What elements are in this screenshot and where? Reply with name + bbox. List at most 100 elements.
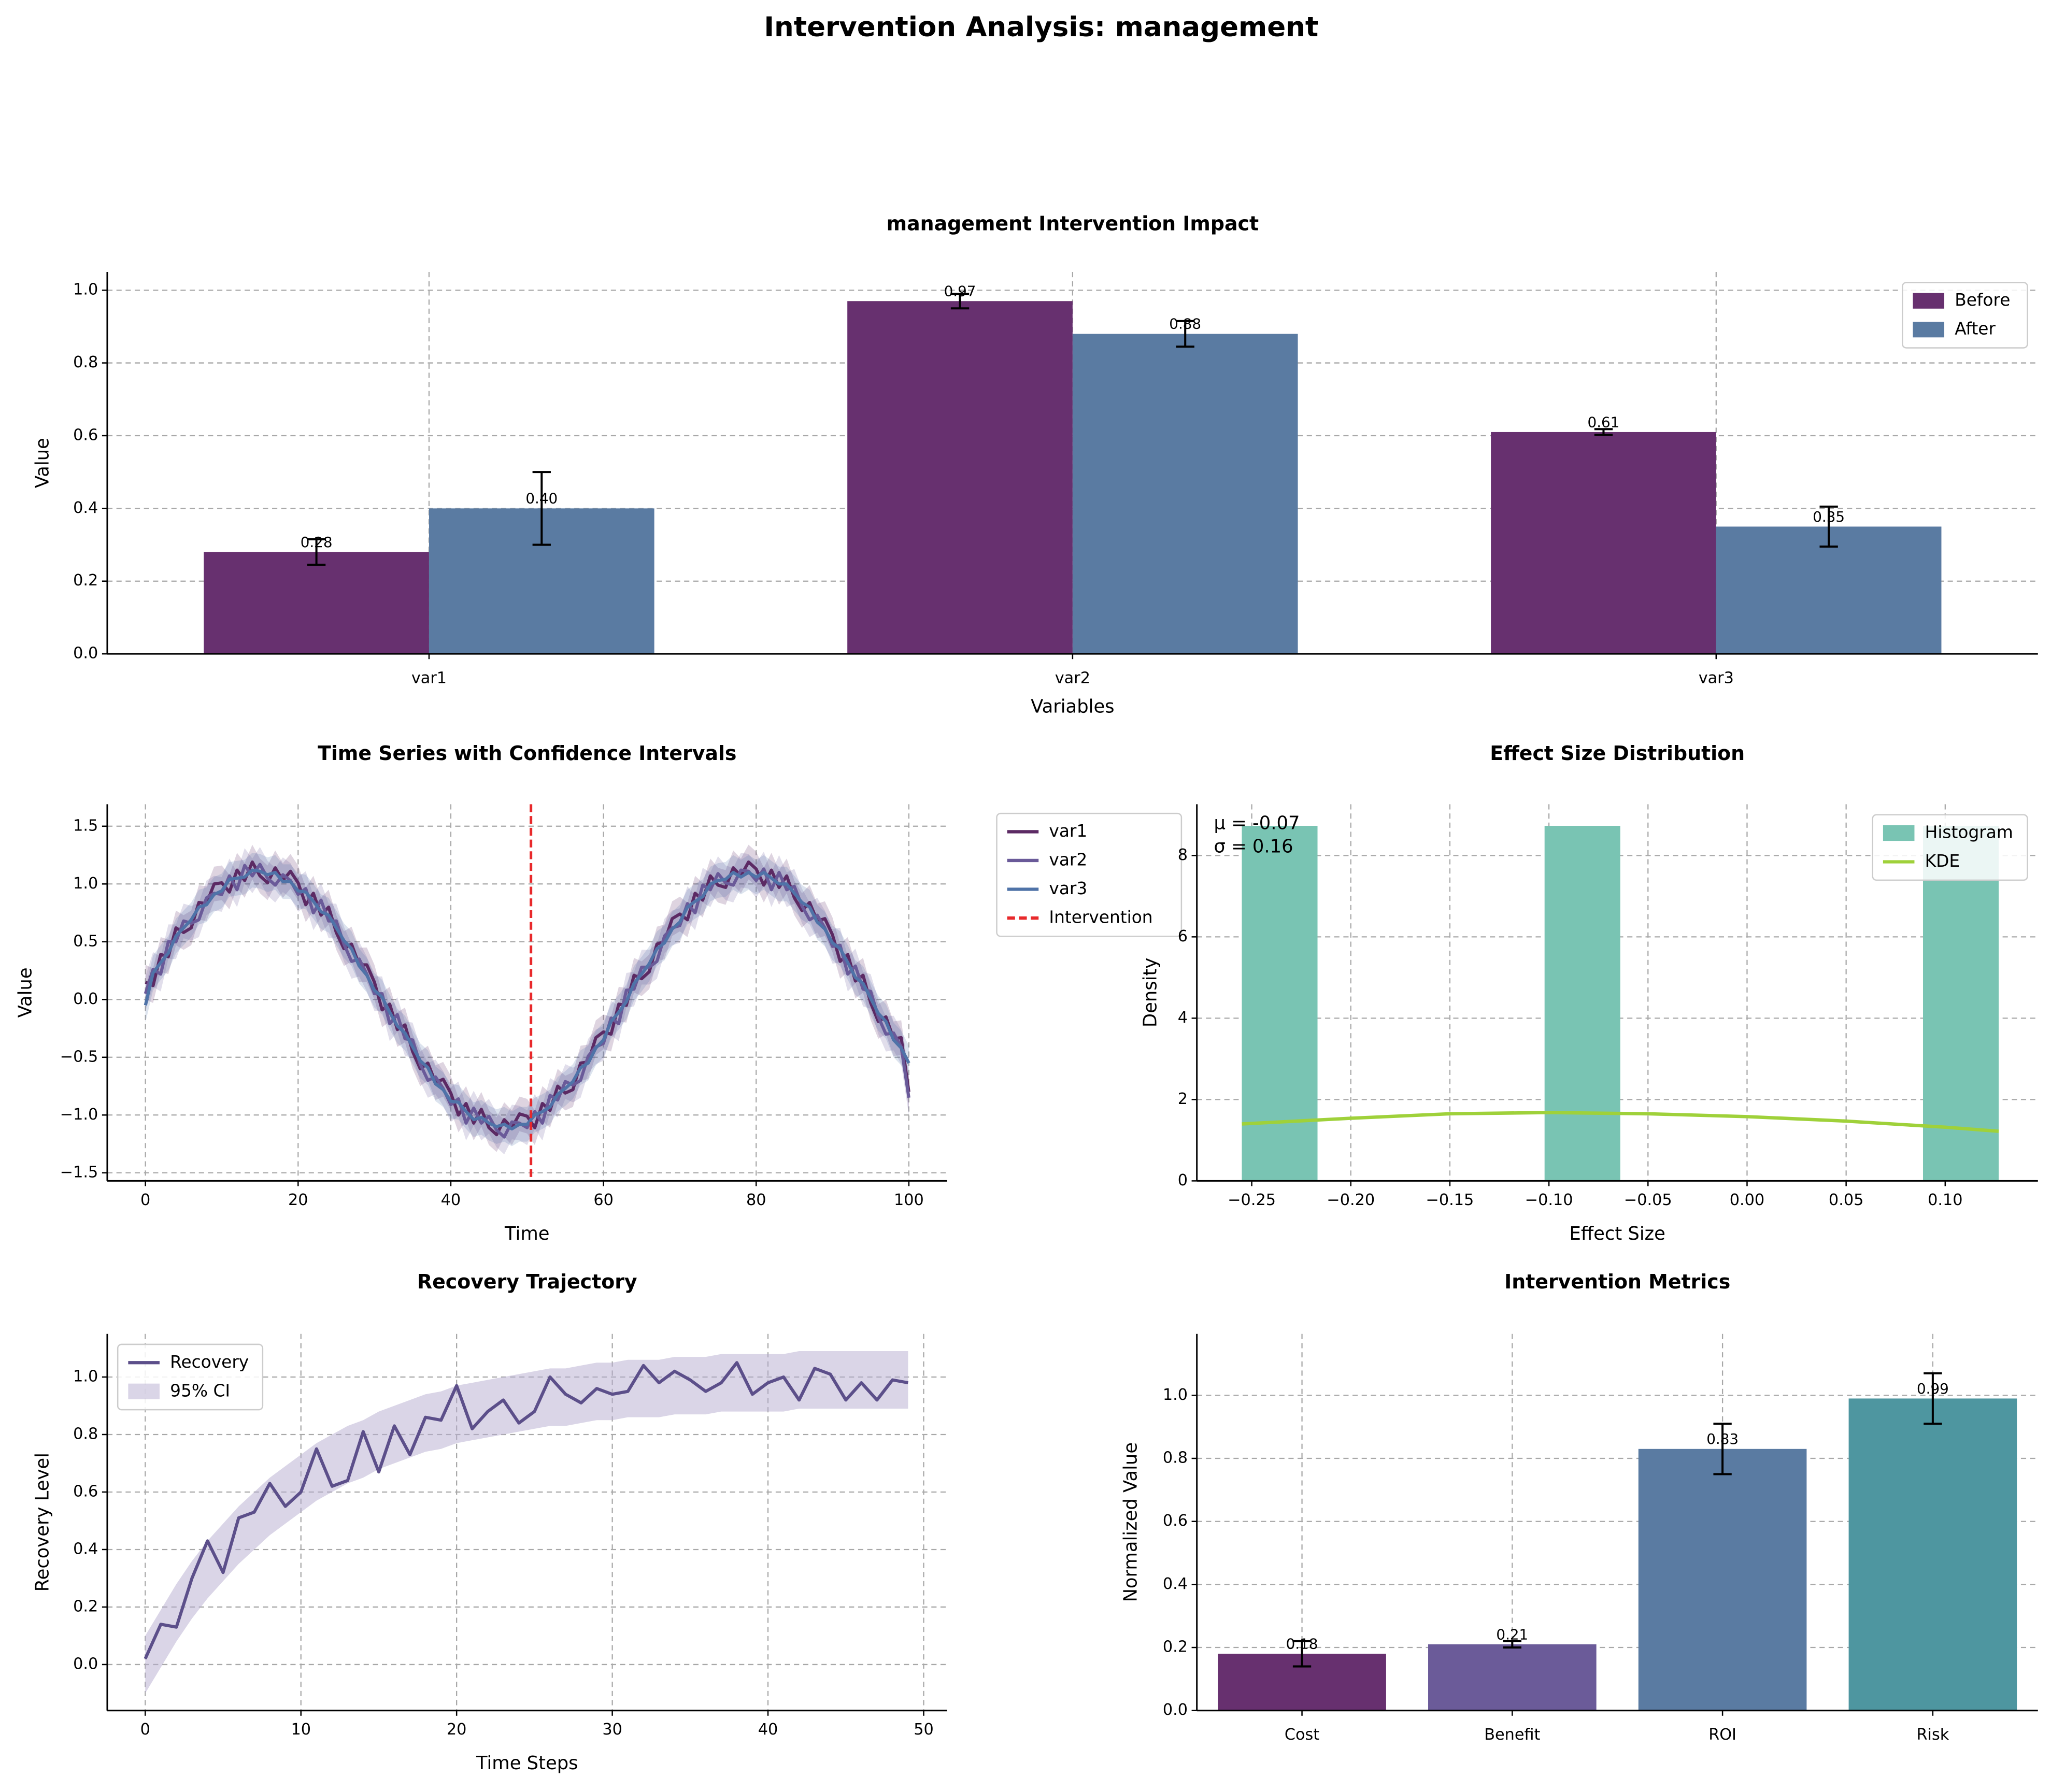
y-tick-label: 0.2 — [1163, 1638, 1188, 1656]
value-label: 0.88 — [1169, 316, 1201, 333]
error-bar — [1713, 1423, 1732, 1475]
error-bar — [950, 293, 970, 310]
y-tick-label: 1.0 — [1163, 1386, 1188, 1404]
y-tick-label: 1.0 — [73, 875, 98, 893]
y-tick-label: 1.5 — [73, 816, 98, 835]
x-axis-label: Variables — [1031, 696, 1114, 718]
y-tick-label: 2 — [1178, 1090, 1188, 1108]
legend-label: Intervention — [1049, 908, 1152, 927]
y-tick-label: 0.6 — [73, 1482, 98, 1500]
legend-label: KDE — [1925, 851, 1960, 871]
x-tick-label: 10 — [291, 1721, 311, 1739]
y-axis-label: Recovery Level — [32, 1453, 53, 1592]
value-label: 0.40 — [525, 490, 558, 507]
x-tick-label: 100 — [894, 1191, 924, 1209]
y-tick-label: 1.0 — [73, 281, 98, 299]
legend-label: var1 — [1049, 821, 1087, 841]
line — [144, 863, 910, 1139]
value-label: 0.35 — [1813, 508, 1845, 525]
x-tick-label: −0.25 — [1228, 1191, 1276, 1209]
x-tick-label: var1 — [411, 669, 447, 687]
x-tick-label: 40 — [441, 1191, 461, 1209]
x-tick-label: Risk — [1916, 1726, 1949, 1744]
legend-box — [996, 812, 1183, 937]
legend-swatch — [1913, 293, 1945, 309]
y-axis-label: Value — [32, 438, 53, 488]
value-label: 0.97 — [944, 283, 976, 300]
x-tick-label: 0.00 — [1730, 1191, 1764, 1209]
y-tick-label: 0.5 — [73, 932, 98, 950]
x-tick-label: 0 — [140, 1191, 150, 1209]
y-tick-label: 8 — [1178, 846, 1188, 864]
x-tick-label: −0.15 — [1426, 1191, 1474, 1209]
y-tick-label: −0.5 — [60, 1048, 98, 1066]
figure-title: Intervention Analysis: management — [764, 11, 1318, 43]
x-tick-label: 20 — [288, 1191, 308, 1209]
line — [144, 868, 910, 1131]
y-tick-label: 0.2 — [73, 1597, 98, 1615]
legend-label: var2 — [1049, 850, 1087, 869]
error-bar — [1819, 505, 1838, 548]
value-label: 0.99 — [1917, 1380, 1949, 1397]
error-bar — [1503, 1640, 1522, 1649]
y-tick-label: 0.2 — [73, 571, 98, 590]
y-tick-label: 6 — [1178, 927, 1188, 945]
y-tick-label: 0.0 — [73, 1655, 98, 1673]
x-axis-label: Time Steps — [476, 1753, 578, 1774]
x-tick-label: var2 — [1055, 669, 1090, 687]
value-label: 0.18 — [1286, 1636, 1318, 1653]
legend-swatch — [1913, 321, 1945, 338]
histogram-bar — [1544, 826, 1620, 1181]
y-tick-label: 0.8 — [73, 353, 98, 371]
x-tick-label: 20 — [447, 1721, 467, 1739]
legend-label: Before — [1955, 290, 2010, 310]
error-bar — [532, 471, 551, 546]
chart-title: management Intervention Impact — [887, 212, 1259, 235]
legend-swatch — [1883, 825, 1915, 841]
legend-label: After — [1955, 319, 1996, 339]
x-tick-label: 0 — [140, 1721, 150, 1739]
x-tick-label: Cost — [1285, 1726, 1319, 1744]
legend-swatch — [128, 1383, 160, 1399]
error-bar — [1176, 320, 1194, 348]
y-tick-label: 0.0 — [73, 644, 98, 663]
error-bar — [307, 538, 326, 566]
value-label: 0.61 — [1588, 413, 1620, 431]
kde-line — [1242, 1111, 1999, 1133]
y-axis-label: Value — [15, 967, 36, 1017]
x-tick-label: 0.10 — [1928, 1191, 1962, 1209]
y-tick-label: 0.8 — [1163, 1449, 1188, 1467]
annotation: μ = -0.07 — [1214, 812, 1300, 834]
x-axis-label: Effect Size — [1570, 1223, 1665, 1244]
x-tick-label: 80 — [746, 1191, 766, 1209]
x-tick-label: ROI — [1708, 1726, 1736, 1744]
x-tick-label: 40 — [758, 1721, 778, 1739]
error-bar — [1292, 1640, 1312, 1668]
y-tick-label: 0.4 — [73, 499, 98, 517]
x-tick-label: var3 — [1699, 669, 1734, 687]
y-tick-label: 0.6 — [73, 426, 98, 444]
y-tick-label: 0 — [1178, 1171, 1188, 1189]
value-label: 0.21 — [1496, 1626, 1528, 1643]
histogram-bar — [1242, 826, 1318, 1181]
x-tick-label: 50 — [914, 1721, 934, 1739]
chart-title: Intervention Metrics — [1504, 1270, 1730, 1293]
bar — [204, 552, 429, 654]
value-label: 0.28 — [301, 534, 333, 551]
bar — [847, 301, 1073, 654]
x-tick-label: −0.10 — [1525, 1191, 1573, 1209]
y-axis-label: Normalized Value — [1120, 1442, 1141, 1602]
error-bar — [1594, 428, 1613, 436]
bar — [1428, 1644, 1597, 1711]
legend-label: Recovery — [170, 1352, 249, 1372]
chart-title: Effect Size Distribution — [1490, 742, 1745, 765]
y-tick-label: 4 — [1178, 1009, 1188, 1027]
x-tick-label: −0.20 — [1327, 1191, 1375, 1209]
y-tick-label: 0.0 — [73, 990, 98, 1008]
bar — [1716, 526, 1942, 654]
bar — [1072, 334, 1298, 654]
error-bar — [1924, 1372, 1942, 1425]
y-tick-label: 0.4 — [73, 1540, 98, 1558]
y-tick-label: 0.4 — [1163, 1575, 1188, 1593]
